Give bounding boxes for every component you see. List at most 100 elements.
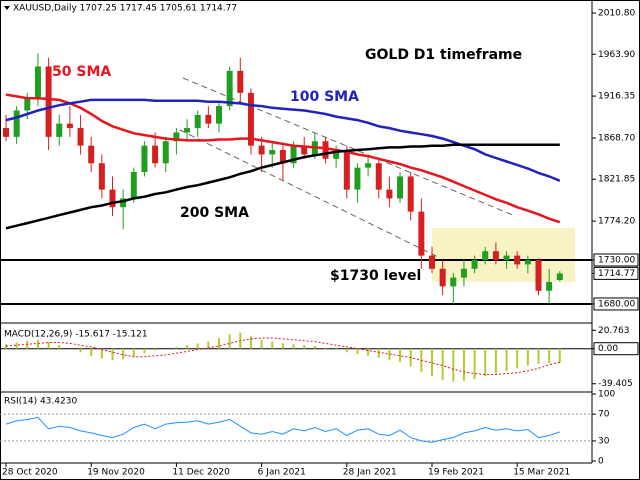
x-tick-label: 6 Jan 2021 (258, 468, 306, 478)
macd-bar (303, 345, 306, 349)
y-tick-label: 1774.20 (598, 217, 635, 227)
candle-body (34, 66, 41, 98)
candle-body (173, 132, 180, 142)
candle-body (194, 114, 201, 129)
macd-bar (505, 348, 508, 371)
macd-bar (196, 343, 199, 349)
candle-body (407, 176, 414, 212)
candle-body (226, 70, 233, 107)
candle-body (3, 128, 9, 137)
macd-bar (431, 348, 433, 377)
chart-title: XAUUSD,Daily 1707.25 1717.45 1705.61 171… (13, 4, 237, 14)
y-tick-label: 100 (598, 390, 615, 400)
macd-bar (356, 348, 359, 355)
candle-body (514, 255, 521, 265)
sma-line (5, 98, 561, 182)
macd-bar (207, 341, 210, 349)
macd-bar (122, 348, 125, 360)
candle-body (365, 163, 372, 168)
macd-bar (484, 348, 487, 377)
macd-bar (516, 348, 519, 369)
macd-bar (473, 348, 476, 379)
candle-body (471, 259, 478, 269)
rsi-line (5, 416, 560, 443)
macd-bar (271, 341, 274, 349)
macd-bar (324, 347, 327, 349)
macd-bar (494, 348, 497, 374)
macd-bar (175, 346, 178, 349)
macd-bar (377, 348, 380, 358)
annotation: 100 SMA (290, 89, 359, 105)
annotation: 50 SMA (52, 64, 111, 80)
range-box (432, 228, 575, 282)
y-tick-label: 70 (598, 410, 610, 420)
macd-bar (281, 343, 284, 349)
y-tick-label: 0 (598, 457, 604, 467)
macd-bar (537, 348, 540, 364)
macd-bar (15, 342, 18, 349)
macd-bar (90, 348, 93, 356)
y-tick-label: 1714.77 (598, 269, 635, 279)
channel-lower (179, 129, 441, 259)
y-tick-label: -39.405 (598, 379, 633, 389)
macd-bar (58, 345, 61, 349)
x-tick-label: 28 Jan 2021 (343, 468, 397, 478)
tick-box (593, 297, 639, 311)
candle-body (503, 255, 510, 260)
candle-body (24, 97, 31, 111)
x-tick-label: 11 Dec 2020 (172, 468, 230, 478)
macd-bar (313, 346, 316, 349)
candle-body (397, 176, 404, 199)
candle-body (333, 150, 340, 159)
candle-body (354, 167, 361, 190)
macd-bar (143, 348, 146, 354)
macd-bar (111, 348, 114, 361)
x-tick-label: 15 Mar 2021 (513, 468, 570, 478)
candle-body (152, 145, 159, 164)
macd-bar (345, 348, 348, 353)
candle-body (258, 145, 265, 155)
macd-bar (249, 336, 252, 349)
y-tick-label: 2010.80 (598, 9, 635, 19)
macd-bar (399, 348, 402, 363)
macd-bar (441, 348, 444, 380)
rsi-title: RSI(14) 43.4230 (4, 397, 77, 407)
macd-bar (452, 348, 455, 382)
candle-body (439, 268, 446, 287)
macd-bar (335, 348, 338, 350)
macd-bar (558, 348, 561, 363)
annotation: $1730 level (330, 268, 421, 284)
macd-bar (228, 334, 231, 349)
tick-box (593, 266, 639, 280)
y-tick-label: 1821.85 (598, 175, 635, 185)
candle-body (216, 106, 222, 124)
candle-body (375, 163, 382, 190)
x-tick-label: 19 Nov 2020 (87, 468, 145, 478)
candle-body (247, 92, 254, 146)
macd-bar (36, 339, 39, 349)
candle-body (386, 189, 393, 199)
y-tick-label: 1680.00 (598, 299, 635, 309)
x-tick-label: 28 Oct 2020 (2, 468, 58, 478)
candle-body (322, 141, 329, 159)
sma-line (5, 93, 561, 224)
candle-body (184, 128, 191, 133)
y-tick-label: 1730.00 (598, 255, 635, 265)
candle-body (88, 145, 95, 164)
macd-title: MACD(12,26,9) -15.617 -15.121 (4, 330, 148, 340)
candle-body (290, 145, 297, 164)
y-tick-label: 1916.35 (598, 92, 635, 102)
macd-bar (154, 348, 157, 351)
candle-body (418, 211, 425, 256)
candle-body (301, 145, 308, 155)
annotation: 200 SMA (180, 205, 249, 221)
candle-body (109, 189, 116, 208)
macd-bar (186, 345, 189, 349)
candle-body (524, 259, 531, 265)
macd-bar (100, 348, 103, 359)
candle-body (141, 145, 148, 173)
candle-body (130, 172, 137, 199)
macd-bar (79, 348, 82, 353)
macd-bar (5, 344, 7, 349)
tick-box (593, 342, 639, 356)
